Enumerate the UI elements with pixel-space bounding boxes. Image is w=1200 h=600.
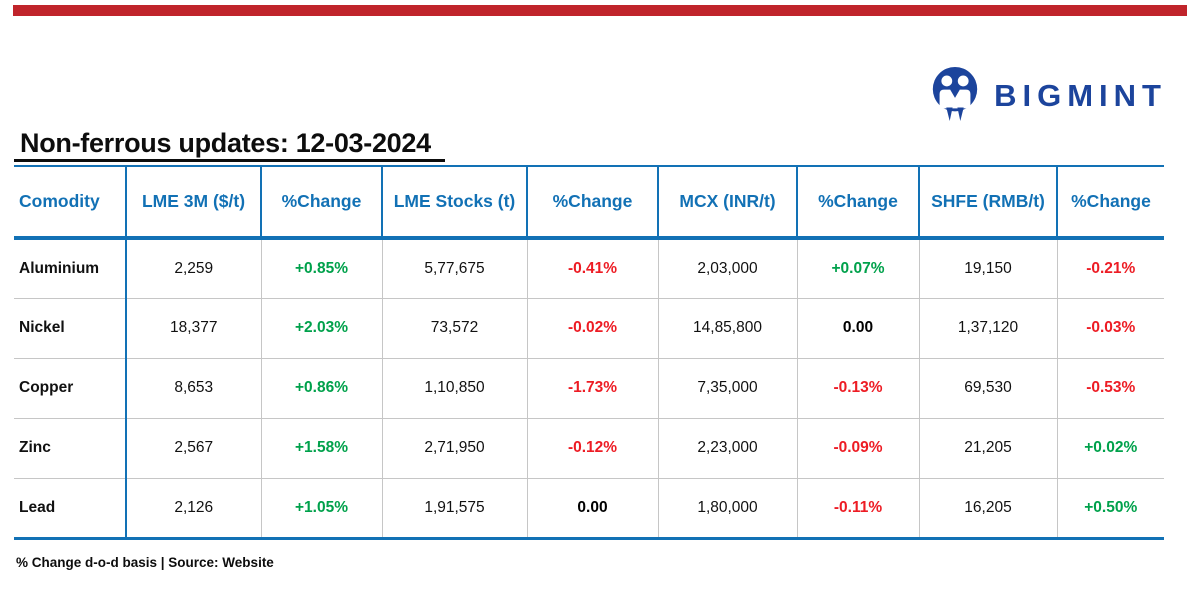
cell-stocks-change: 0.00 [526,477,658,540]
cell-mcx: 7,35,000 [657,357,797,418]
cell-lme-stocks: 1,10,850 [381,357,527,418]
row-zinc: Zinc 2,567 +1.58% 2,71,950 -0.12% 2,23,0… [14,417,1164,478]
header-row: Comodity LME 3M ($/t) %Change LME Stocks… [14,165,1164,240]
column-header-shfe: SHFE (RMB/t) [918,165,1057,240]
title-underline [14,159,445,162]
cell-lme3m-change: +0.85% [260,238,382,298]
cell-commodity: Zinc [14,417,126,478]
cell-mcx-change: -0.09% [796,417,919,478]
cell-lme-stocks: 2,71,950 [381,417,527,478]
cell-mcx: 2,23,000 [657,417,797,478]
row-nickel: Nickel 18,377 +2.03% 73,572 -0.02% 14,85… [14,297,1164,358]
cell-shfe-change: +0.50% [1056,477,1164,540]
cell-mcx-change: +0.07% [796,238,919,298]
cell-lme-stocks: 5,77,675 [381,238,527,298]
column-header-mcx-change: %Change [796,165,919,240]
cell-mcx: 1,80,000 [657,477,797,540]
cell-mcx-change: -0.11% [796,477,919,540]
cell-shfe: 21,205 [918,417,1057,478]
cell-lme3m-change: +1.58% [260,417,382,478]
column-header-lme3m-change: %Change [260,165,382,240]
cell-lme3m: 2,126 [125,477,261,540]
top-red-bar [13,5,1187,16]
cell-lme-stocks: 73,572 [381,297,527,358]
cell-lme3m-change: +0.86% [260,357,382,418]
row-aluminium: Aluminium 2,259 +0.85% 5,77,675 -0.41% 2… [14,238,1164,298]
cell-commodity: Copper [14,357,126,418]
column-header-commodity: Comodity [14,165,126,240]
cell-stocks-change: -0.02% [526,297,658,358]
cell-commodity: Aluminium [14,238,126,298]
cell-mcx-change: -0.13% [796,357,919,418]
cell-mcx: 2,03,000 [657,238,797,298]
brand-logo: BIGMINT [928,64,1167,127]
cell-lme3m-change: +2.03% [260,297,382,358]
cell-shfe: 19,150 [918,238,1057,298]
cell-stocks-change: -1.73% [526,357,658,418]
column-header-stocks-change: %Change [526,165,658,240]
cell-commodity: Lead [14,477,126,540]
column-header-lme-stocks: LME Stocks (t) [381,165,527,240]
cell-lme3m: 8,653 [125,357,261,418]
cell-shfe-change: -0.53% [1056,357,1164,418]
cell-mcx: 14,85,800 [657,297,797,358]
page-title: Non-ferrous updates: 12-03-2024 [20,128,431,158]
bigmint-people-m-icon [928,64,982,127]
cell-shfe-change: -0.21% [1056,238,1164,298]
cell-shfe-change: +0.02% [1056,417,1164,478]
cell-lme-stocks: 1,91,575 [381,477,527,540]
cell-stocks-change: -0.12% [526,417,658,478]
column-header-lme3m: LME 3M ($/t) [125,165,261,240]
row-copper: Copper 8,653 +0.86% 1,10,850 -1.73% 7,35… [14,357,1164,418]
cell-shfe: 1,37,120 [918,297,1057,358]
prices-table-container: Comodity LME 3M ($/t) %Change LME Stocks… [14,165,1164,540]
brand-name: BIGMINT [994,77,1167,113]
column-header-shfe-change: %Change [1056,165,1164,240]
cell-mcx-change: 0.00 [796,297,919,358]
cell-shfe-change: -0.03% [1056,297,1164,358]
cell-shfe: 69,530 [918,357,1057,418]
prices-table: Comodity LME 3M ($/t) %Change LME Stocks… [14,165,1164,540]
cell-commodity: Nickel [14,297,126,358]
cell-stocks-change: -0.41% [526,238,658,298]
cell-lme3m-change: +1.05% [260,477,382,540]
column-header-mcx: MCX (INR/t) [657,165,797,240]
cell-lme3m: 2,259 [125,238,261,298]
cell-shfe: 16,205 [918,477,1057,540]
cell-lme3m: 2,567 [125,417,261,478]
cell-lme3m: 18,377 [125,297,261,358]
footer-note: % Change d-o-d basis | Source: Website [16,555,274,570]
row-lead: Lead 2,126 +1.05% 1,91,575 0.00 1,80,000… [14,477,1164,540]
